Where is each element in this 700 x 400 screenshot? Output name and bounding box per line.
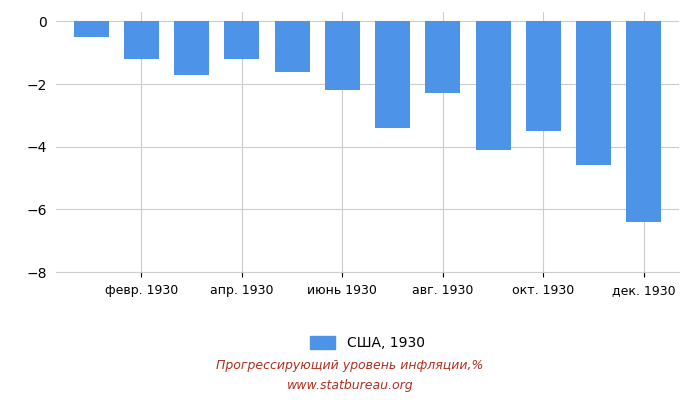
Bar [124, 21, 159, 59]
Bar [626, 21, 662, 222]
Bar [274, 21, 309, 72]
Bar [576, 21, 611, 166]
Bar [74, 21, 108, 37]
Bar [375, 21, 410, 128]
Bar [224, 21, 260, 59]
Bar [426, 21, 461, 94]
Bar [174, 21, 209, 75]
Text: www.statbureau.org: www.statbureau.org [287, 380, 413, 392]
Text: Прогрессирующий уровень инфляции,%: Прогрессирующий уровень инфляции,% [216, 360, 484, 372]
Bar [526, 21, 561, 131]
Legend: США, 1930: США, 1930 [310, 336, 425, 350]
Bar [325, 21, 360, 90]
Bar [475, 21, 511, 150]
